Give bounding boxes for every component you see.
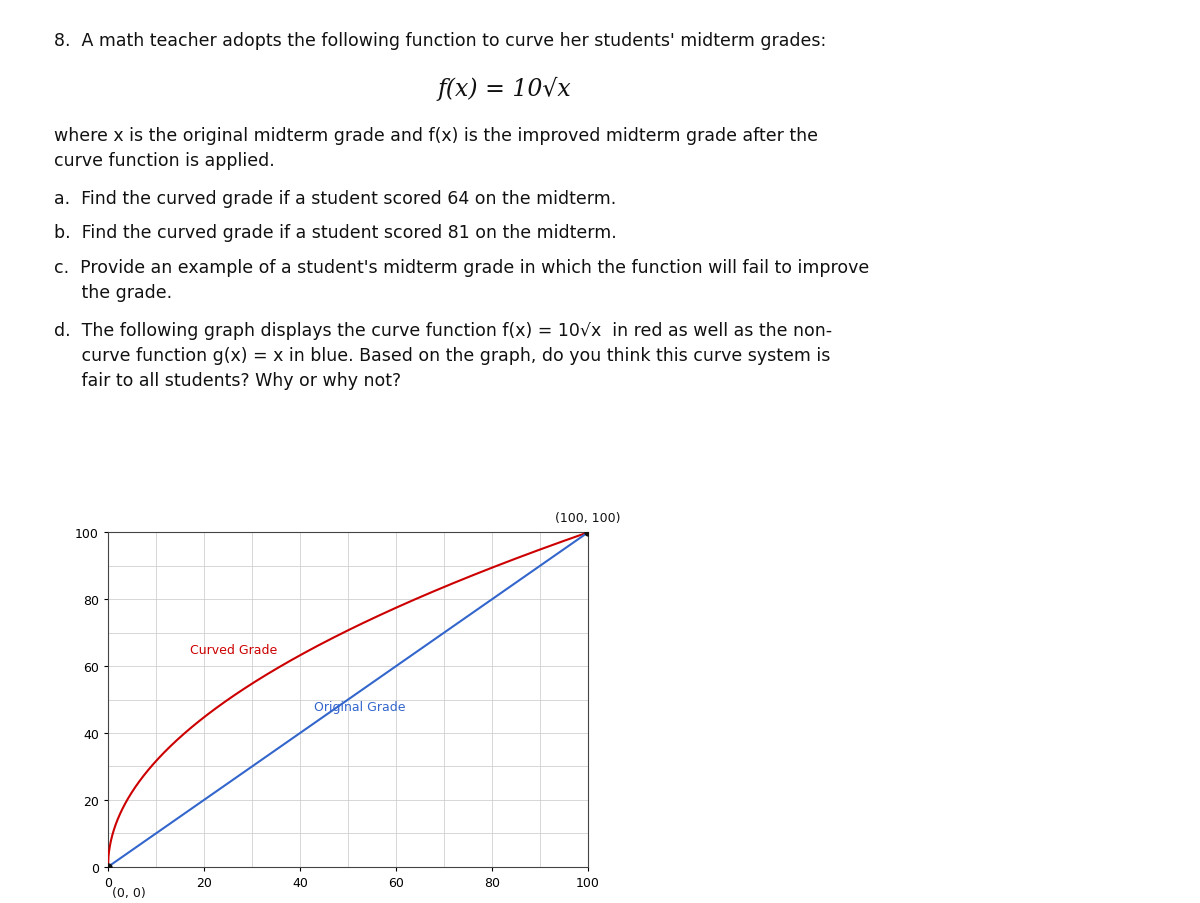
Text: Curved Grade: Curved Grade	[190, 644, 277, 656]
Text: (100, 100): (100, 100)	[556, 511, 620, 525]
Text: the grade.: the grade.	[54, 284, 172, 302]
Text: b.  Find the curved grade if a student scored 81 on the midterm.: b. Find the curved grade if a student sc…	[54, 224, 617, 242]
Text: fair to all students? Why or why not?: fair to all students? Why or why not?	[54, 372, 401, 390]
Text: d.  The following graph displays the curve function f(x) = 10√x  in red as well : d. The following graph displays the curv…	[54, 321, 832, 340]
Text: where x is the original midterm grade and f(x) is the improved midterm grade aft: where x is the original midterm grade an…	[54, 126, 818, 144]
Text: f(x) = 10√x: f(x) = 10√x	[437, 77, 571, 101]
Text: (0, 0): (0, 0)	[112, 887, 146, 899]
Text: 8.  A math teacher adopts the following function to curve her students' midterm : 8. A math teacher adopts the following f…	[54, 32, 827, 50]
Text: c.  Provide an example of a student's midterm grade in which the function will f: c. Provide an example of a student's mid…	[54, 258, 869, 276]
Text: a.  Find the curved grade if a student scored 64 on the midterm.: a. Find the curved grade if a student sc…	[54, 190, 617, 208]
Text: Original Grade: Original Grade	[314, 700, 406, 713]
Text: curve function is applied.: curve function is applied.	[54, 152, 275, 170]
Text: curve function g(x) = x in blue. Based on the graph, do you think this curve sys: curve function g(x) = x in blue. Based o…	[54, 347, 830, 365]
